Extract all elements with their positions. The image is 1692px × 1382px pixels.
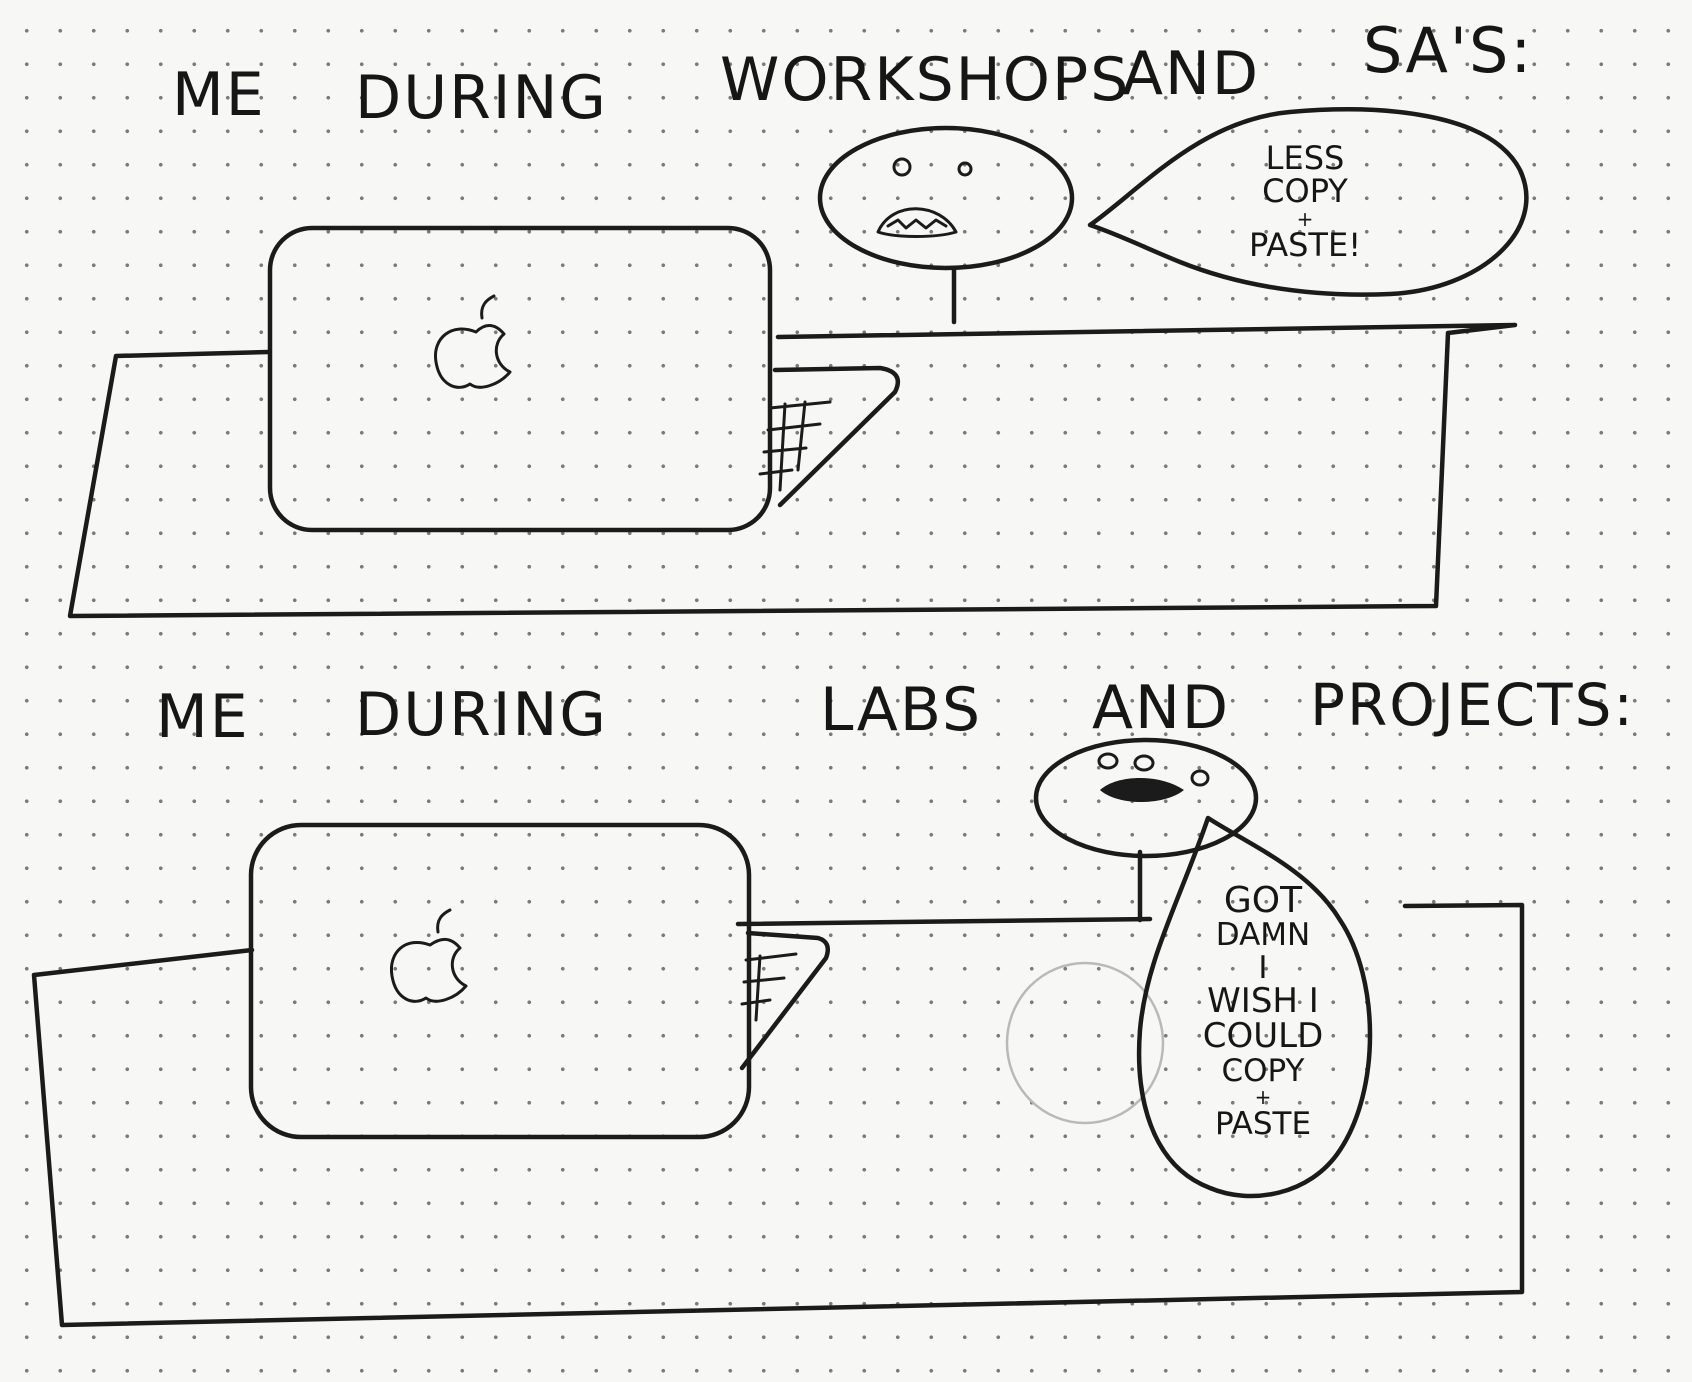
heading-word: AND [1122,39,1261,109]
apple-logo-icon [389,908,468,1003]
heading-word: ME [172,60,266,130]
heading-word: PROJECTS: [1310,671,1635,739]
heading-word: WORKSHOPS [720,45,1131,115]
heading-word: DURING [355,680,608,750]
heading-word: AND [1092,673,1231,743]
face-icon [1033,737,1259,859]
speech-bubble-2 [1136,815,1373,1199]
desk-1 [67,322,1518,619]
laptop-1 [267,225,773,533]
keyboard-keys-2 [740,952,798,1022]
keyboard-icon [772,365,901,508]
speech-line: PASTE [1214,1105,1312,1142]
erased-circle [1005,961,1165,1125]
speech-line: LESS [1265,139,1345,177]
speech-line: PASTE! [1248,226,1362,265]
eye-icon [957,161,973,177]
keyboard-icon [739,930,830,1071]
speech-line: WISH I [1207,980,1319,1021]
eye-icon [1097,752,1119,770]
desk-2 [31,902,1525,1328]
eye-icon [1133,754,1155,772]
panel-2-drawing [31,737,1525,1328]
speech-line: COULD [1202,1016,1324,1057]
speech-line: COPY [1262,172,1348,211]
laptop-2 [248,822,752,1140]
speech-line: DAMN [1215,917,1311,954]
keyboard-keys-1 [758,400,832,492]
apple-logo-icon [434,294,512,389]
speech-line: + [1296,206,1314,231]
eye-icon [892,157,912,177]
heading-word: ME [156,682,250,752]
speech-line: + [1254,1084,1272,1109]
tear-icon [1190,769,1210,787]
speech-line: I [1258,949,1268,986]
heading-word: LABS [820,675,983,745]
speech-text-2: GOT DAMN I WISH I COULD COPY + PASTE [1168,882,1358,1140]
mouth-icon [1100,778,1184,802]
speech-text-1: LESS COPY + PASTE! [1230,139,1380,265]
panel-1-drawing [67,107,1529,619]
mouth-icon [876,207,958,238]
speech-bubble-1 [1087,107,1529,297]
heading-word: DURING [355,63,608,133]
heading-word: SA'S: [1363,14,1534,87]
speech-line: COPY [1221,1052,1305,1089]
speech-line: GOT [1223,880,1303,921]
face-icon [817,125,1075,271]
